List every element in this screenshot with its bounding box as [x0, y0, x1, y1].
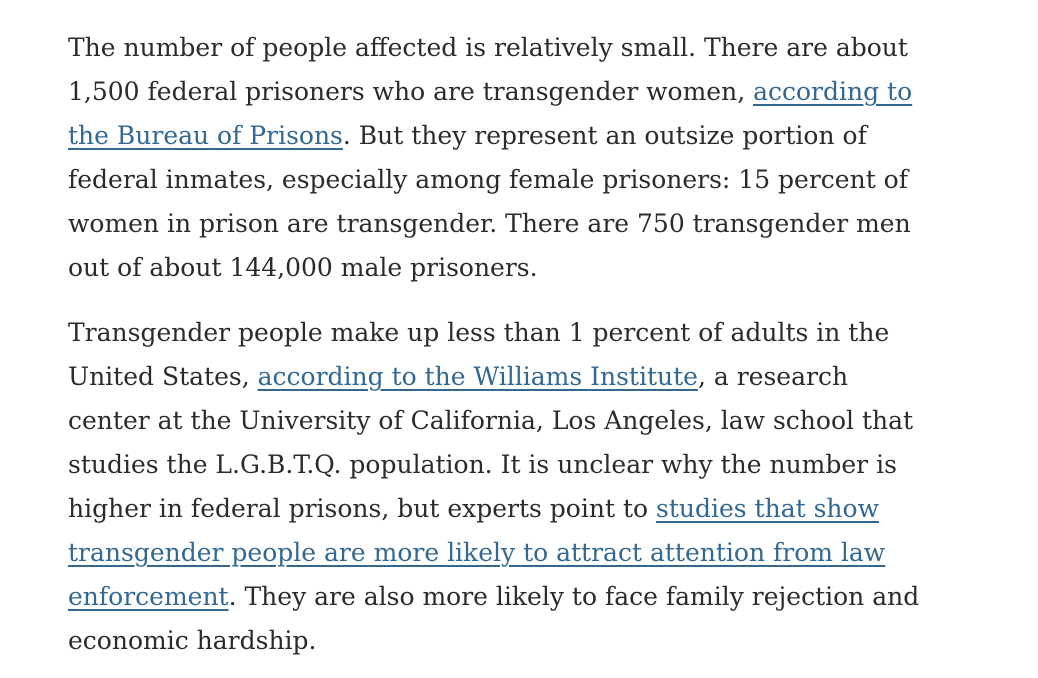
paragraph-2-line-5: higher in federal prisons, but experts p… [68, 487, 968, 531]
article-body: The number of people affected is relativ… [68, 26, 968, 663]
williams-institute-link[interactable]: according to the Williams Institute [257, 362, 698, 391]
paragraph-1: The number of people affected is relativ… [68, 26, 968, 290]
paragraph-2-line-2-after: , a research [697, 362, 849, 391]
bureau-of-prisons-link[interactable]: according to [753, 77, 913, 106]
paragraph-2-line-7: enforcement. They are also more likely t… [68, 575, 968, 619]
paragraph-2-line-8: economic hardship. [68, 626, 317, 655]
paragraph-1-line-1: The number of people affected is relativ… [68, 33, 908, 62]
paragraph-2-line-7-after: . They are also more likely to face fami… [228, 582, 920, 611]
paragraph-2-line-6: transgender people are more likely to at… [68, 531, 968, 575]
paragraph-1-line-2: 1,500 federal prisoners who are transgen… [68, 70, 968, 114]
paragraph-1-line-3: the Bureau of Prisons. But they represen… [68, 114, 968, 158]
paragraph-2-line-2: United States, according to the Williams… [68, 355, 968, 399]
paragraph-2-line-1: Transgender people make up less than 1 p… [68, 318, 890, 347]
law-enforcement-studies-link-continued[interactable]: transgender people are more likely to at… [68, 538, 886, 567]
paragraph-2-line-3: center at the University of California, … [68, 406, 914, 435]
law-enforcement-studies-link-end[interactable]: enforcement [68, 582, 229, 611]
paragraph-1-line-2-text: 1,500 federal prisoners who are transgen… [68, 77, 754, 106]
paragraph-1-line-4: federal inmates, especially among female… [68, 165, 908, 194]
paragraph-1-line-6: out of about 144,000 male prisoners. [68, 253, 538, 282]
paragraph-2-line-4: studies the L.G.B.T.Q. population. It is… [68, 450, 897, 479]
law-enforcement-studies-link[interactable]: studies that show [656, 494, 879, 523]
paragraph-1-line-5: women in prison are transgender. There a… [68, 209, 911, 238]
paragraph-2-line-2-before: United States, [68, 362, 258, 391]
paragraph-1-line-3-text: . But they represent an outsize portion … [342, 121, 867, 150]
paragraph-2: Transgender people make up less than 1 p… [68, 311, 968, 663]
bureau-of-prisons-link-continued[interactable]: the Bureau of Prisons [68, 121, 343, 150]
paragraph-2-line-5-text: higher in federal prisons, but experts p… [68, 494, 656, 523]
